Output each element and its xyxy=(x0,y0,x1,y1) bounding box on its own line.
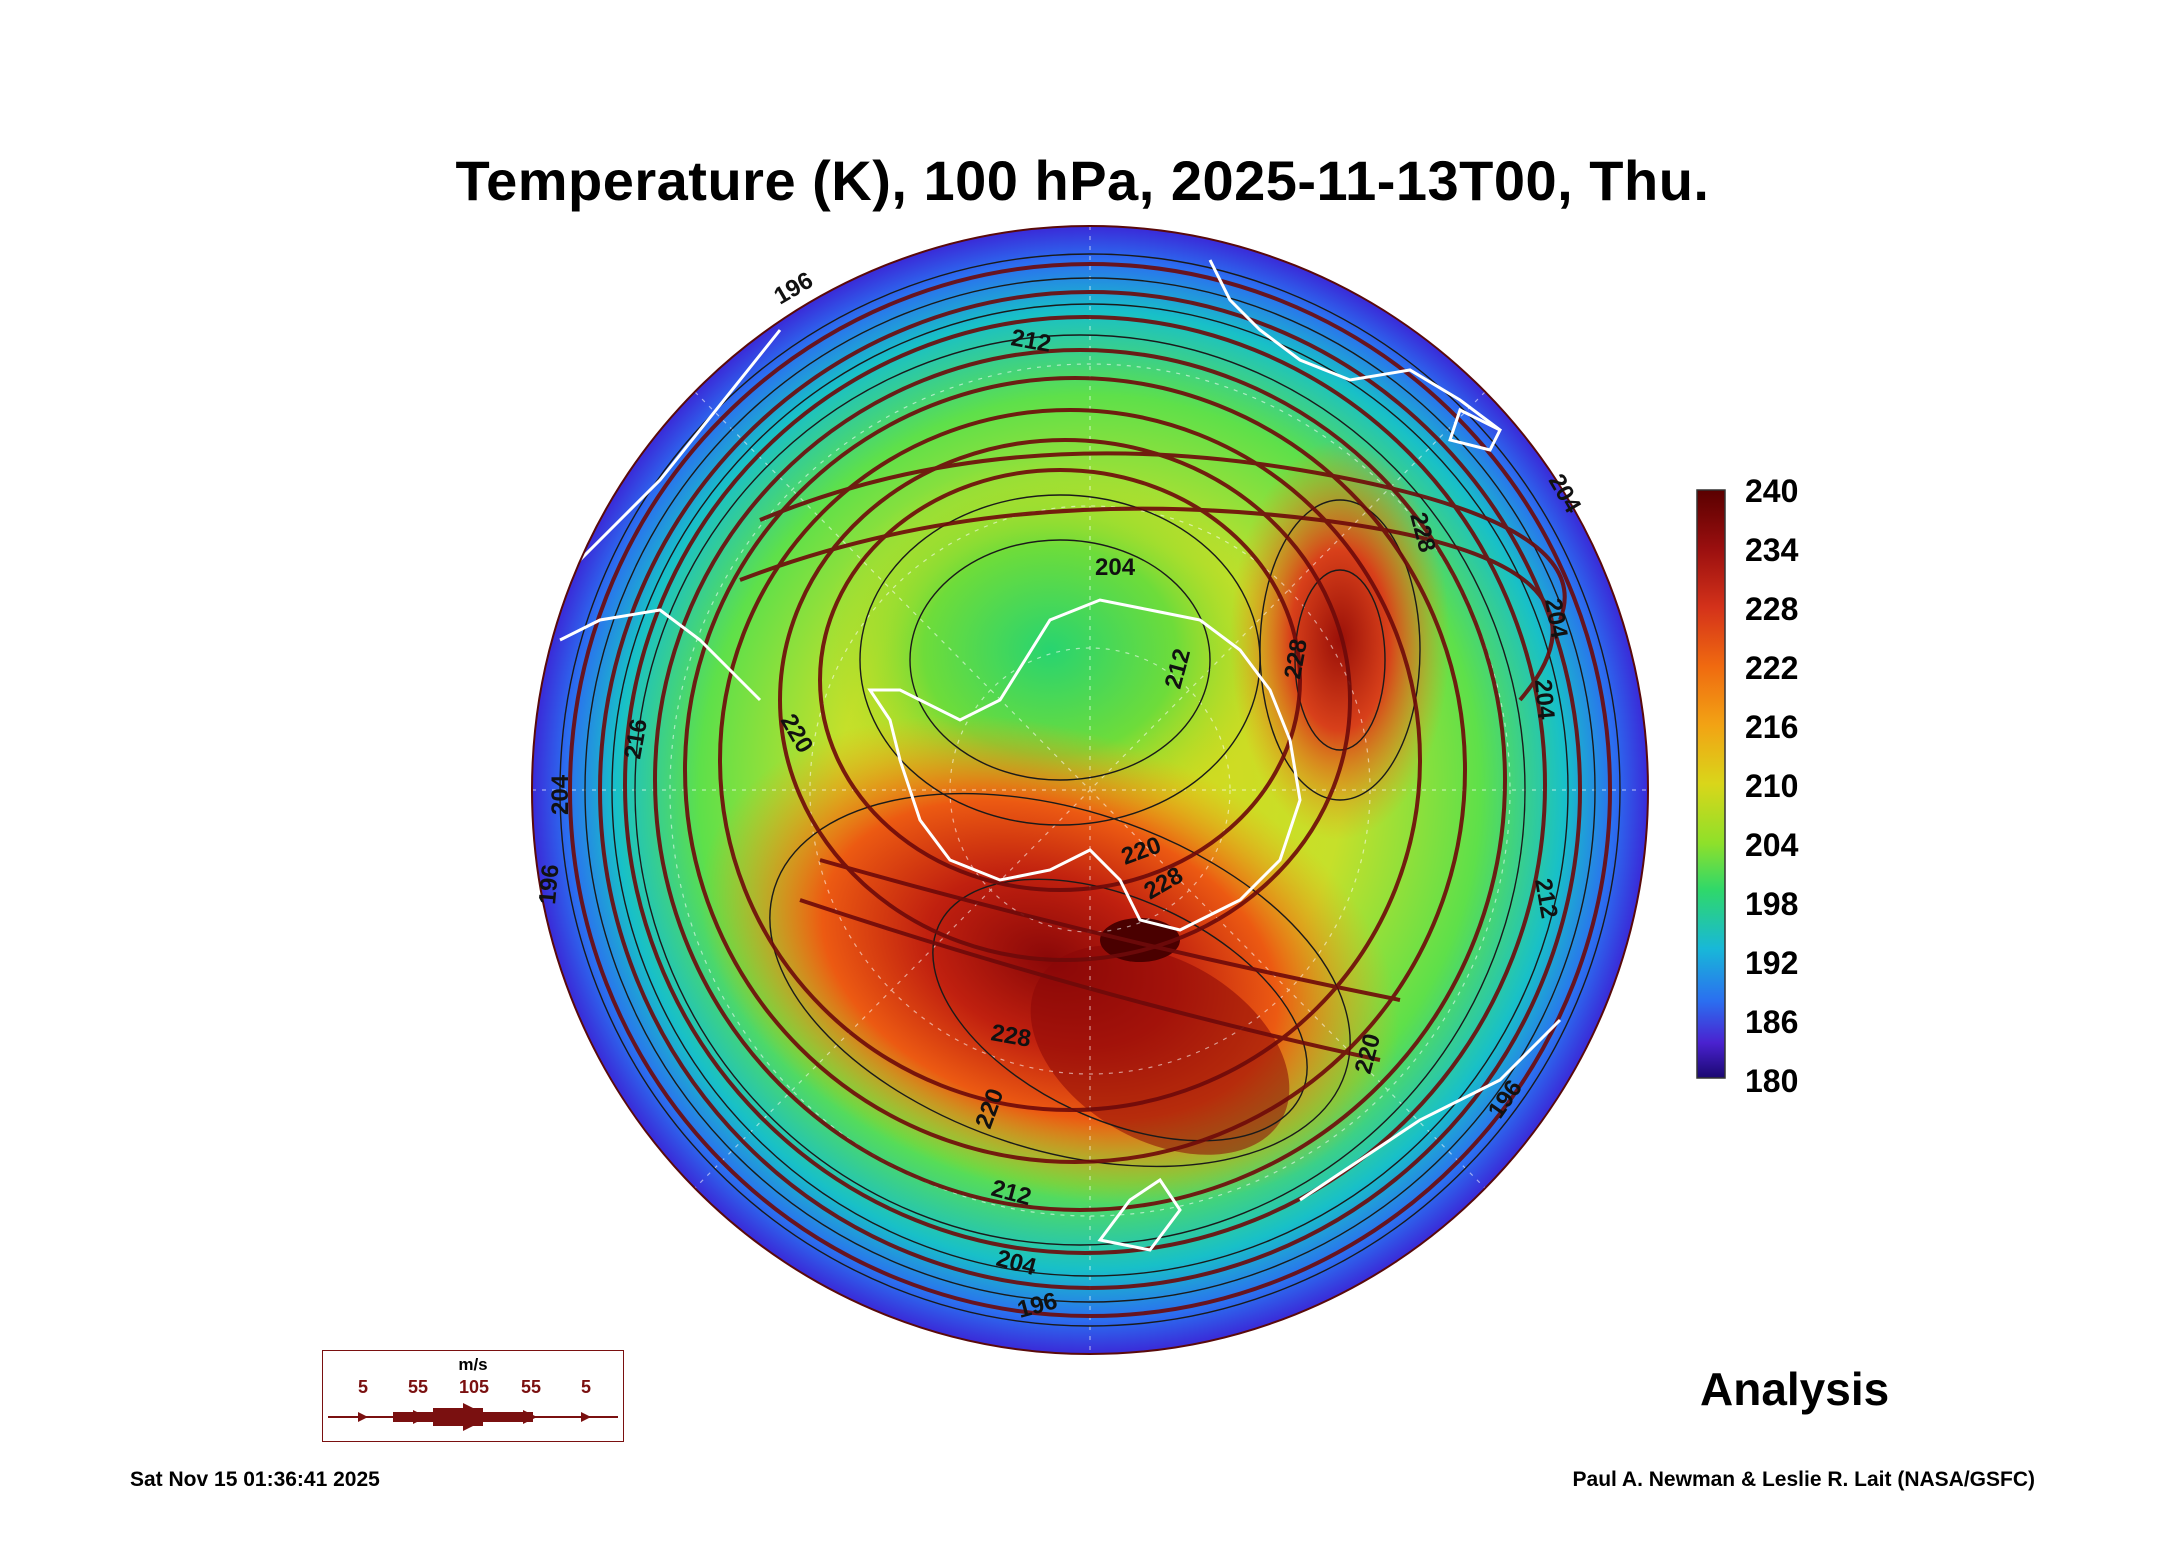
chart-title: Temperature (K), 100 hPa, 2025-11-13T00,… xyxy=(455,149,1710,212)
wind-legend-tick: 5 xyxy=(357,1377,369,1397)
colorbar-tick: 228 xyxy=(1745,591,1799,627)
colorbar-tick: 186 xyxy=(1745,1004,1799,1040)
analysis-label: Analysis xyxy=(1700,1363,1890,1415)
colorbar xyxy=(1696,489,1726,1079)
wind-legend-tick: 55 xyxy=(407,1377,429,1397)
colorbar-tick: 204 xyxy=(1745,827,1799,863)
contour-label: 204 xyxy=(1095,554,1136,581)
colorbar-tick: 198 xyxy=(1745,886,1799,922)
colorbar-tick: 222 xyxy=(1745,650,1799,686)
wind-legend-arrow xyxy=(328,1403,618,1431)
colorbar-tick: 210 xyxy=(1745,768,1799,804)
colorbar-tick: 216 xyxy=(1745,709,1799,745)
streamlines xyxy=(568,262,1612,1318)
wind-legend-tick: 5 xyxy=(580,1377,592,1397)
wind-speed-legend: m/s 5 55 105 55 5 xyxy=(322,1350,624,1442)
colorbar-tick: 180 xyxy=(1745,1063,1799,1099)
colorbar-tick: 240 xyxy=(1745,473,1799,509)
isotherms xyxy=(559,253,1621,1327)
graticule xyxy=(532,226,1648,1354)
contour-label: 204 xyxy=(547,774,574,815)
contour-label: 196 xyxy=(534,863,564,905)
wind-legend-unit: m/s xyxy=(458,1355,488,1374)
temperature-field xyxy=(532,226,1648,1354)
timestamp: Sat Nov 15 01:36:41 2025 xyxy=(130,1468,380,1491)
wind-legend-tick: 105 xyxy=(458,1377,490,1397)
globe-outline xyxy=(531,225,1649,1355)
wind-legend-tick: 55 xyxy=(520,1377,542,1397)
colorbar-tick: 234 xyxy=(1745,532,1799,568)
contour-label-group: 196 204 212 204 204 212 228 228 220 220 … xyxy=(534,267,1586,1324)
contour-label: 204 xyxy=(1529,678,1559,721)
colorbar-tick: 192 xyxy=(1745,945,1799,981)
credit: Paul A. Newman & Leslie R. Lait (NASA/GS… xyxy=(1572,1468,2035,1491)
